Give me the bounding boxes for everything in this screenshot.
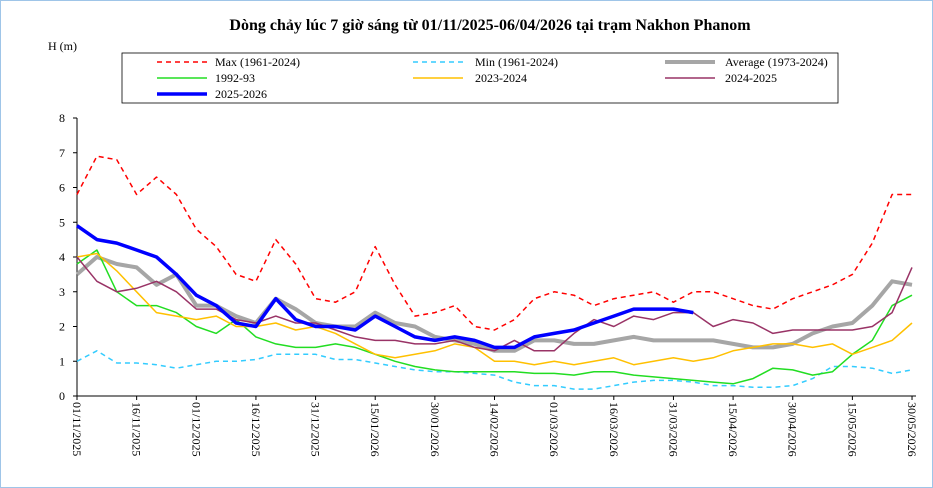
y-tick-label: 1 — [59, 354, 65, 368]
y-tick-label: 3 — [59, 285, 65, 299]
x-tick-label: 01/11/2025 — [70, 402, 84, 456]
x-tick-label: 31/03/2026 — [666, 402, 680, 457]
y-tick-label: 0 — [59, 389, 65, 403]
x-tick-label: 01/12/2025 — [189, 402, 203, 457]
x-tick-label: 16/03/2026 — [607, 402, 621, 457]
x-tick-label: 16/12/2025 — [249, 402, 263, 457]
x-tick-label: 31/12/2025 — [309, 402, 323, 457]
series-line — [76, 350, 913, 390]
x-tick-label: 30/04/2026 — [786, 402, 800, 457]
y-tick-label: 6 — [59, 181, 65, 195]
series-line — [76, 249, 913, 385]
legend-box — [121, 52, 839, 104]
x-tick-label: 30/01/2026 — [428, 402, 442, 457]
x-tick-label: 15/01/2026 — [368, 402, 382, 457]
y-tick-label: 4 — [59, 250, 65, 264]
series-line — [75, 224, 694, 350]
legend-label: Average (1973-2024) — [725, 55, 828, 69]
y-tick-label: 2 — [59, 320, 65, 334]
legend-label: Max (1961-2024) — [215, 55, 300, 69]
x-tick-label: 15/05/2026 — [845, 402, 859, 457]
y-axis-label: H (m) — [48, 39, 77, 53]
y-tick-label: 7 — [59, 146, 65, 160]
legend-label: Min (1961-2024) — [475, 55, 558, 69]
x-tick-label: 01/03/2026 — [547, 402, 561, 457]
legend-label: 2023-2024 — [475, 71, 527, 85]
x-tick-label: 14/02/2026 — [488, 402, 502, 457]
x-tick-label: 15/04/2026 — [726, 402, 740, 457]
series-line — [76, 256, 913, 352]
series-line — [76, 252, 913, 366]
legend-label: 2024-2025 — [725, 71, 777, 85]
chart-title: Dòng chảy lúc 7 giờ sáng từ 01/11/2025-0… — [229, 17, 751, 34]
y-tick-label: 8 — [59, 111, 65, 125]
legend-label: 2025-2026 — [215, 87, 267, 101]
legend-label: 1992-93 — [215, 71, 255, 85]
y-tick-label: 5 — [59, 215, 65, 229]
x-tick-label: 16/11/2025 — [130, 402, 144, 456]
x-tick-label: 30/05/2026 — [905, 402, 919, 457]
series-line — [76, 155, 912, 331]
